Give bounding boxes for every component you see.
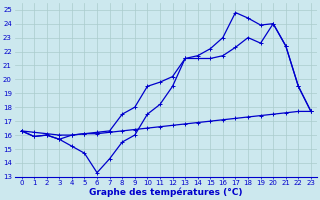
X-axis label: Graphe des températures (°C): Graphe des températures (°C) — [90, 188, 243, 197]
